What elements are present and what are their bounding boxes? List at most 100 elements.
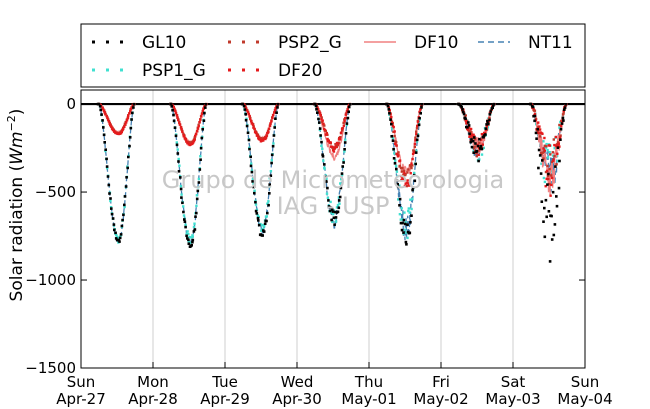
legend-marker-DF20-2 — [256, 68, 259, 72]
data-point-GL10-83 — [199, 146, 203, 150]
data-point-DF20-205 — [405, 181, 408, 185]
data-point-PSP1_G-168 — [340, 178, 343, 181]
data-point-DF20-99 — [248, 114, 251, 118]
data-point-GL10-162 — [334, 216, 338, 219]
data-point-PSP1_G-304 — [556, 159, 559, 163]
data-point-DF20-79 — [196, 127, 200, 130]
data-point-GL10-261 — [486, 120, 489, 123]
data-point-GL10-56 — [177, 170, 181, 173]
data-point-PSP1_G-77 — [195, 204, 198, 208]
data-point-PSP1_G-82 — [199, 155, 202, 158]
data-point-PSP2_G-212 — [411, 164, 414, 167]
data-point-PSP2_G-190 — [393, 134, 396, 138]
data-point-DF20-282 — [538, 128, 542, 131]
data-point-PSP2_G-192 — [395, 141, 398, 144]
data-point-GL10-25 — [117, 238, 121, 242]
data-point-PSP1_G-287 — [542, 176, 546, 180]
data-point-GL10-151 — [326, 186, 329, 190]
data-point-DF20-301 — [554, 135, 557, 139]
data-point-PSP1_G-306 — [558, 126, 561, 129]
data-point-GL10-132 — [275, 111, 278, 114]
y-axis-label-text: Solar radiation — [7, 177, 27, 302]
data-point-GL10-263 — [488, 118, 491, 122]
data-point-GL10-104 — [252, 185, 255, 189]
data-point-GL10-140 — [317, 117, 320, 121]
data-point-PSP1_G-124 — [268, 177, 271, 180]
data-point-GL10-264 — [488, 113, 492, 116]
y-tick-label-0: 0 — [66, 95, 76, 113]
data-point-PSP1_G-296 — [550, 170, 553, 173]
data-point-PSP2_G-164 — [336, 144, 340, 147]
data-point-GL10-202 — [402, 218, 406, 222]
data-point-GL10-141 — [318, 121, 321, 124]
data-point-DF20-8 — [103, 111, 106, 114]
data-point-DF20-287 — [543, 136, 546, 140]
data-point-DF20-37 — [127, 114, 130, 117]
data-point-GL10-164 — [336, 210, 340, 214]
data-point-GL10-196 — [398, 204, 401, 207]
data-point-PSP1_G-128 — [272, 142, 275, 145]
data-point-GL10-158 — [331, 210, 335, 213]
data-point-DF20-34 — [125, 121, 128, 124]
data-point-GL10-4 — [100, 113, 103, 116]
data-point-GL10-281 — [537, 148, 541, 152]
data-point-PSP1_G-191 — [394, 159, 397, 162]
data-point-GL10-37 — [127, 155, 130, 159]
data-point-DF20-219 — [416, 120, 420, 123]
data-point-PSP1_G-188 — [391, 136, 395, 140]
data-point-PSP1_G-62 — [182, 214, 186, 217]
legend-entry-PSP2_G: PSP2_G — [228, 33, 342, 53]
data-point-DF20-290 — [545, 177, 548, 180]
data-point-DF20-150 — [325, 132, 328, 135]
data-point-GL10-171 — [342, 161, 345, 164]
data-point-DF20-142 — [318, 112, 322, 115]
data-point-GL10-236 — [466, 126, 469, 129]
data-point-PSP2_G-251 — [478, 141, 481, 144]
data-point-GL10-49 — [172, 113, 175, 117]
data-point-GL10-40 — [129, 126, 133, 130]
data-point-DF20-100 — [249, 117, 252, 121]
data-point-PSP2_G-240 — [469, 130, 472, 133]
data-point-GL10-99 — [248, 147, 251, 151]
data-point-GL10-111 — [257, 223, 261, 227]
data-point-DF20-75 — [193, 138, 196, 141]
data-point-PSP2_G-215 — [413, 145, 416, 149]
data-point-GL10-262 — [487, 122, 490, 126]
data-point-GL10-22 — [114, 237, 118, 240]
data-point-GL10-19 — [112, 223, 116, 226]
data-point-GL10-313 — [563, 106, 567, 109]
data-point-PSP1_G-162 — [334, 220, 338, 223]
legend-label-NT11: NT11 — [528, 33, 573, 53]
x-tick-label-date-4: May-01 — [341, 390, 396, 408]
data-point-DF20-288 — [543, 149, 546, 152]
data-point-GL10-249 — [476, 144, 480, 148]
data-point-PSP1_G-284 — [540, 162, 543, 165]
data-point-DF20-237 — [466, 128, 469, 131]
data-point-PSP2_G-169 — [341, 129, 344, 132]
data-point-GL10-167 — [338, 195, 342, 199]
data-point-GL10-195 — [396, 185, 400, 189]
data-point-GL10-8 — [103, 141, 106, 144]
data-point-PSP1_G-146 — [322, 159, 325, 162]
x-tick-label-day-6: Sat — [501, 373, 526, 391]
data-point-GL10-269 — [492, 102, 496, 106]
data-point-GL10-234 — [464, 117, 467, 120]
data-point-DF20-86 — [202, 107, 205, 110]
x-grid — [152, 90, 514, 368]
data-point-GL10-299 — [552, 233, 556, 237]
data-point-GL10-15 — [109, 197, 112, 200]
data-point-PSP1_G-61 — [182, 205, 185, 208]
data-point-DF20-77 — [194, 133, 198, 136]
data-point-PSP2_G-207 — [407, 168, 410, 171]
data-point-GL10-131 — [274, 117, 277, 120]
data-point-DF20-22 — [114, 131, 118, 135]
data-point-GL10-72 — [191, 240, 194, 244]
data-point-PSP1_G-219 — [416, 133, 420, 136]
data-point-GL10-290 — [545, 215, 548, 219]
data-point-DF20-155 — [329, 141, 332, 144]
data-point-DF20-139 — [316, 106, 319, 109]
data-point-PSP1_G-206 — [406, 236, 409, 240]
data-point-GL10-199 — [400, 228, 404, 232]
data-point-GL10-254 — [480, 147, 484, 151]
data-point-DF20-94 — [244, 105, 247, 108]
